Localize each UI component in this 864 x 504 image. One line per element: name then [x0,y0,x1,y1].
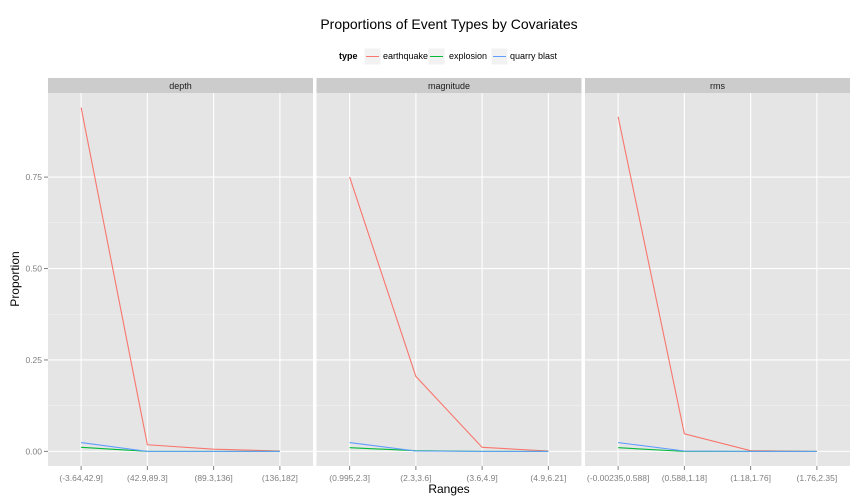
series-line-earthquake [80,107,280,452]
facet-panel-magnitude: magnitude (0.995,2.3] (2.3,3.6] (3.6,4.9] (4… [316,78,582,483]
x-tick-label: (3.6,4.9] [467,473,498,483]
y-axis-title: Proportion [8,251,22,306]
panel-background [316,93,582,466]
series-line-earthquake [349,176,549,452]
panel-background [585,93,850,466]
x-tick-label: (-0.00235,0.588] [587,473,649,483]
legend-label: explosion [449,51,487,61]
x-tick-label: (89.3,136] [194,473,232,483]
x-tick-label: (0.588,1.18] [662,473,707,483]
legend-label: earthquake [383,51,428,61]
x-tick-label: (42.9,89.3] [127,473,168,483]
legend-title: type [339,51,358,61]
x-tick-label: (1.76,2.35] [797,473,838,483]
series-line-quarry-blast [618,442,817,452]
series-line-quarry-blast [349,442,549,452]
panel-background [48,93,313,466]
facet-strip [585,78,850,93]
chart-title: Proportions of Event Types by Covariates [320,16,577,32]
x-tick-label: (-3.64,42.9] [59,473,102,483]
facet-strip-label: depth [169,81,192,91]
legend-label: quarry blast [510,51,558,61]
y-tick-label: 0.25 [25,355,42,365]
x-tick-label: (4.9,6.21] [530,473,566,483]
x-tick-label: (136,182] [262,473,298,483]
x-tick-label: (1.18,1.76] [730,473,771,483]
y-tick-label: 0.75 [25,172,42,182]
x-axis-title: Ranges [428,482,469,496]
facet-panel-rms: rms (-0.00235,0.588] (0.588,1.18] (1.18,1.7… [585,78,850,483]
x-tick-label: (0.995,2.3] [329,473,370,483]
facet-panels: depth (-3.64,42.9] (42.9,89.3] (89.3,136] (1… [25,78,850,483]
series-line-quarry-blast [81,442,280,452]
y-tick-label: 0.50 [25,264,42,274]
facet-strip-label: magnitude [428,81,470,91]
facet-panel-depth: depth (-3.64,42.9] (42.9,89.3] (89.3,136] (1… [48,78,313,483]
y-tick-label: 0.00 [25,446,42,456]
facet-strip [316,78,582,93]
x-tick-label: (2.3,3.6] [400,473,431,483]
facet-strip [48,78,313,93]
y-axis: 0.00 0.25 0.50 0.75 [25,172,48,456]
legend: type earthquake explosion quarry blast [339,47,558,66]
facet-strip-label: rms [710,81,725,91]
